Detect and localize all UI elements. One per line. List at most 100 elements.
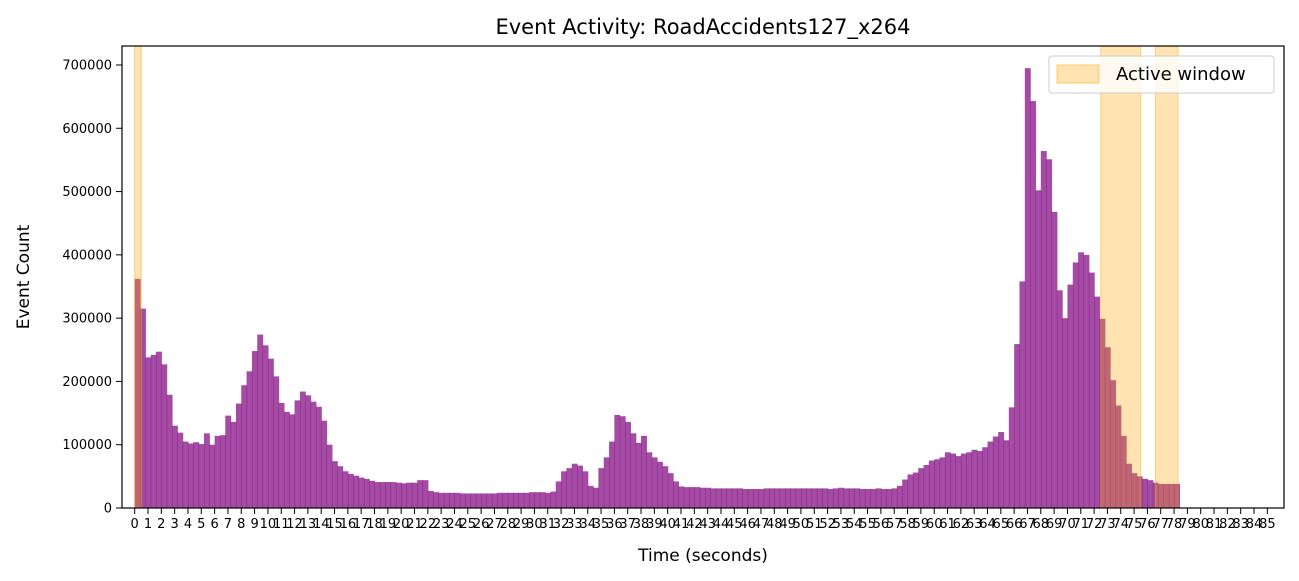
- x-tick-label: 30: [526, 517, 543, 532]
- x-tick-label: 38: [633, 517, 650, 532]
- x-tick-label: 49: [779, 517, 796, 532]
- x-tick-label: 85: [1259, 517, 1276, 532]
- bar: [966, 452, 973, 508]
- bar: [315, 406, 322, 508]
- bar: [427, 490, 434, 508]
- x-tick-label: 56: [873, 517, 890, 532]
- bar: [433, 492, 440, 508]
- bar: [1088, 272, 1095, 508]
- x-tick-label: 40: [659, 517, 676, 532]
- bar: [960, 453, 967, 508]
- bar: [1158, 483, 1164, 508]
- y-tick-label: 300000: [62, 312, 112, 327]
- x-tick-label: 44: [713, 517, 730, 532]
- y-tick-label: 0: [104, 502, 112, 517]
- bar: [806, 488, 813, 508]
- bar: [555, 481, 562, 508]
- bar: [475, 493, 482, 508]
- bar: [539, 492, 546, 508]
- bar: [550, 491, 557, 508]
- x-tick-label: 63: [966, 517, 983, 532]
- bar: [326, 444, 333, 508]
- legend-frame: [1048, 55, 1275, 94]
- x-tick-label: 54: [846, 517, 863, 532]
- bar: [726, 488, 733, 508]
- bar: [1003, 440, 1010, 508]
- bar: [720, 488, 727, 508]
- bar: [1019, 281, 1026, 508]
- bar: [784, 488, 791, 508]
- bar: [683, 487, 690, 508]
- x-tick-label: 75: [1126, 517, 1143, 532]
- bar: [401, 483, 408, 508]
- x-tick-label: 50: [793, 517, 810, 532]
- bar: [166, 394, 173, 508]
- bar: [155, 351, 162, 508]
- bar: [673, 481, 679, 508]
- bar: [811, 488, 818, 508]
- bar: [779, 488, 786, 508]
- x-tick-label: 26: [473, 517, 490, 532]
- bar: [838, 487, 845, 508]
- bar: [481, 493, 488, 508]
- bar: [342, 471, 349, 508]
- bar: [1035, 190, 1042, 509]
- bar: [417, 480, 424, 508]
- bar: [657, 461, 663, 508]
- x-tick-label: 32: [553, 517, 570, 532]
- x-tick-label: 39: [646, 517, 663, 532]
- bar: [331, 461, 338, 508]
- bar: [374, 482, 381, 508]
- x-tick-label: 59: [913, 517, 930, 532]
- x-tick-label: 57: [886, 517, 903, 532]
- bar: [635, 442, 642, 508]
- y-tick-label: 500000: [62, 185, 112, 200]
- bar: [246, 371, 253, 508]
- bar: [278, 402, 285, 508]
- bar: [891, 488, 898, 508]
- bar: [369, 480, 376, 508]
- bar: [848, 488, 855, 508]
- bar: [486, 493, 493, 508]
- bar: [1115, 405, 1122, 508]
- bar: [971, 449, 978, 508]
- bar: [587, 485, 594, 508]
- x-tick-label: 72: [1086, 517, 1103, 532]
- y-tick-label: 200000: [62, 375, 112, 390]
- bar: [699, 487, 706, 508]
- bar: [736, 488, 743, 508]
- x-tick-label: 28: [500, 517, 517, 532]
- bar: [198, 444, 205, 508]
- bar: [987, 441, 994, 508]
- bar: [459, 493, 466, 508]
- bar: [662, 466, 669, 508]
- bar: [582, 471, 589, 508]
- bar: [593, 487, 599, 508]
- bar: [982, 447, 989, 508]
- bar: [283, 411, 290, 508]
- bar: [774, 488, 781, 508]
- bar: [843, 488, 850, 508]
- x-tick-label: 13: [300, 517, 317, 532]
- bar: [907, 474, 914, 508]
- bar: [1094, 296, 1101, 508]
- x-tick-label: 2: [157, 517, 165, 532]
- x-tick-label: 74: [1112, 517, 1129, 532]
- x-axis-label: Time (seconds): [637, 546, 768, 566]
- x-tick-label: 53: [833, 517, 850, 532]
- bar: [923, 464, 930, 508]
- bar: [955, 456, 962, 508]
- bar: [395, 482, 402, 508]
- y-tick-label: 400000: [62, 248, 112, 263]
- bar: [816, 488, 823, 508]
- bar: [363, 478, 370, 508]
- bar: [513, 492, 520, 508]
- x-tick-label: 68: [1033, 517, 1050, 532]
- x-tick-label: 9: [250, 517, 258, 532]
- bar: [1147, 480, 1154, 508]
- bar: [1067, 284, 1074, 508]
- x-tick-label: 78: [1166, 517, 1183, 532]
- bar: [603, 457, 610, 508]
